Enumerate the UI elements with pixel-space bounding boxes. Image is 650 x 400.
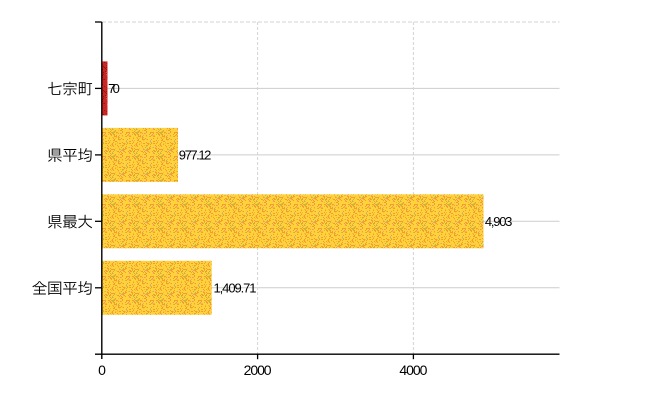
svg-text:4000: 4000 (399, 362, 427, 378)
svg-text:2000: 2000 (244, 362, 272, 378)
svg-text:1,409.71: 1,409.71 (214, 281, 257, 296)
svg-text:4,903: 4,903 (485, 214, 513, 229)
svg-text:977.12: 977.12 (179, 148, 212, 163)
svg-text:0: 0 (98, 362, 106, 378)
svg-text:70: 70 (108, 81, 120, 96)
